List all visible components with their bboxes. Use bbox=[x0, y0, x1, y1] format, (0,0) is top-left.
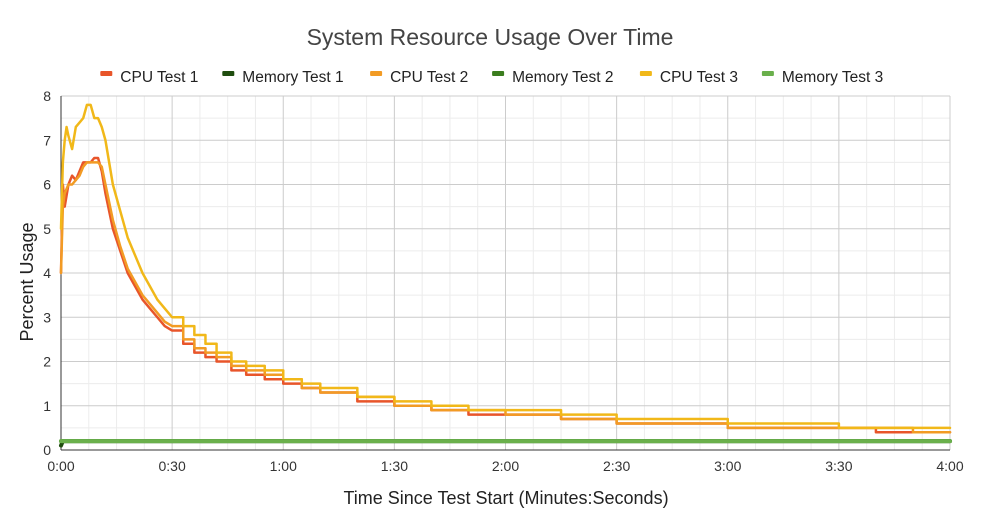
legend-label: Memory Test 2 bbox=[512, 69, 613, 86]
x-tick-label: 0:30 bbox=[159, 458, 186, 474]
legend-label: Memory Test 1 bbox=[242, 69, 343, 86]
x-tick-label: 4:00 bbox=[936, 458, 963, 474]
series-line-cpu-test-3 bbox=[59, 103, 952, 430]
x-tick-label: 1:30 bbox=[381, 458, 408, 474]
legend: CPU Test 1 Memory Test 1 CPU Test 2 Memory … bbox=[100, 69, 883, 86]
series-layer bbox=[59, 103, 952, 448]
x-tick-label: 0:00 bbox=[47, 458, 74, 474]
x-tick-label: 2:30 bbox=[603, 458, 630, 474]
legend-label: CPU Test 1 bbox=[120, 69, 198, 86]
y-tick-label: 7 bbox=[43, 132, 51, 148]
gridlines bbox=[60, 95, 951, 451]
x-tick-label: 3:00 bbox=[714, 458, 741, 474]
chart-title: System Resource Usage Over Time bbox=[307, 24, 674, 50]
legend-item-cpu-test-1: CPU Test 1 bbox=[100, 69, 198, 86]
legend-swatch bbox=[100, 71, 113, 76]
legend-item-memory-test-3: Memory Test 3 bbox=[761, 69, 883, 86]
legend-label: CPU Test 2 bbox=[390, 69, 468, 86]
x-tick-label: 1:00 bbox=[270, 458, 297, 474]
y-tick-label: 0 bbox=[43, 442, 51, 458]
y-tick-label: 5 bbox=[43, 221, 51, 237]
legend-label: Memory Test 3 bbox=[782, 69, 883, 86]
y-axis-label: Percent Usage bbox=[17, 222, 37, 341]
y-tick-label: 8 bbox=[43, 88, 51, 104]
y-tick-label: 2 bbox=[43, 354, 51, 370]
y-tick-label: 4 bbox=[43, 265, 51, 281]
legend-label: CPU Test 3 bbox=[660, 69, 738, 86]
y-tick-label: 6 bbox=[43, 177, 51, 193]
legend-item-cpu-test-2: CPU Test 2 bbox=[370, 69, 468, 86]
x-tick-label: 3:30 bbox=[825, 458, 852, 474]
legend-swatch bbox=[761, 71, 774, 76]
legend-swatch bbox=[370, 71, 383, 76]
legend-swatch bbox=[222, 71, 235, 76]
x-tick-label: 2:00 bbox=[492, 458, 519, 474]
legend-item-memory-test-2: Memory Test 2 bbox=[492, 69, 613, 86]
tick-labels: 0:00 0:30 1:00 1:30 2:00 2:30 3:00 3:30 4:00 0 1 2 3… bbox=[43, 88, 964, 474]
x-axis-label: Time Since Test Start (Minutes:Seconds) bbox=[343, 488, 668, 508]
legend-swatch bbox=[639, 71, 652, 76]
legend-item-cpu-test-3: CPU Test 3 bbox=[639, 69, 738, 86]
legend-item-memory-test-1: Memory Test 1 bbox=[222, 69, 344, 86]
y-tick-label: 1 bbox=[43, 398, 51, 414]
y-tick-label: 3 bbox=[43, 309, 51, 325]
legend-swatch bbox=[492, 71, 505, 76]
